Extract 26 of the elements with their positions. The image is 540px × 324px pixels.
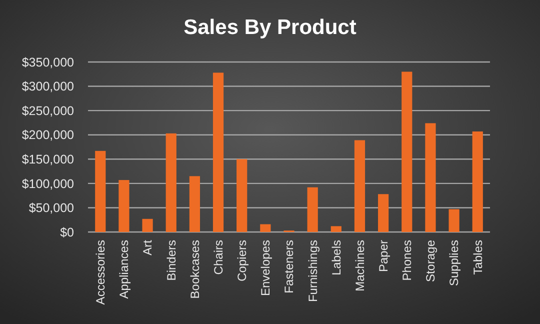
x-tick-label: Appliances	[117, 240, 132, 299]
x-tick-label: Binders	[164, 240, 178, 281]
x-tick-label: Copiers	[235, 240, 250, 282]
y-tick-label: $350,000	[22, 55, 74, 70]
y-tick-label: $200,000	[22, 128, 74, 142]
y-tick-label: $150,000	[22, 152, 74, 167]
x-tick-label: Accessories	[94, 240, 108, 305]
y-tick-label: $100,000	[22, 176, 74, 191]
x-tick-label: Art	[140, 239, 155, 256]
x-tick-label: Bookcases	[188, 240, 202, 299]
x-tick-label: Chairs	[211, 240, 226, 275]
x-tick-label: Furnishings	[306, 240, 320, 302]
x-tick-label: Phones	[400, 240, 414, 281]
x-tick-label: Supplies	[447, 240, 462, 286]
y-tick-label: $300,000	[22, 80, 74, 94]
x-tick-label: Storage	[424, 240, 438, 282]
x-tick-label: Labels	[329, 240, 344, 276]
y-tick-label: $250,000	[22, 104, 74, 118]
x-tick-label: Paper	[376, 240, 391, 272]
x-tick-label: Envelopes	[258, 240, 273, 296]
x-tick-label: Fasteners	[282, 240, 296, 294]
x-tick-label: Machines	[352, 240, 367, 292]
y-tick-label: $50,000	[28, 201, 74, 216]
y-tick-label: $0	[60, 225, 74, 240]
x-tick-label: Tables	[470, 240, 485, 275]
chart-title: Sales By Product	[184, 16, 356, 39]
